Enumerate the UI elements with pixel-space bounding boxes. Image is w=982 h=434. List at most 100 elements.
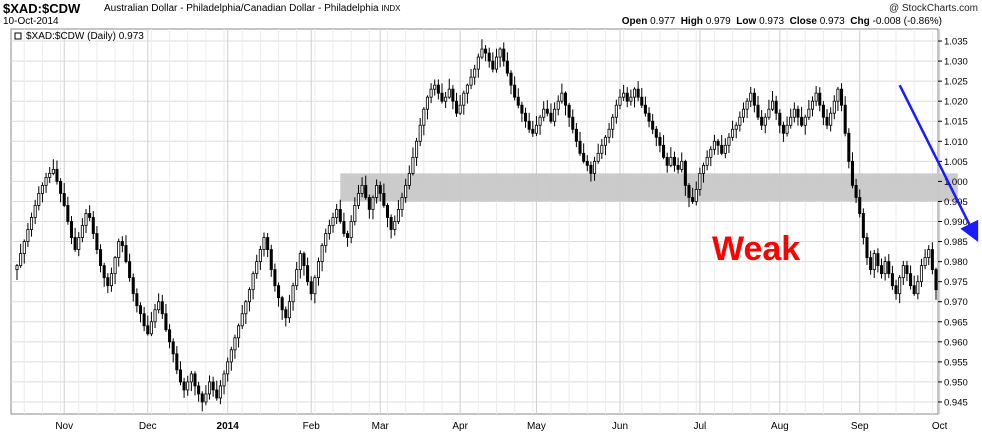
- candle-up: [44, 176, 48, 186]
- candle-down: [367, 197, 371, 210]
- candle-down: [549, 112, 553, 122]
- candle-down: [850, 160, 854, 186]
- candle-up: [258, 249, 262, 263]
- candle-down: [509, 72, 513, 86]
- candle-down: [175, 353, 179, 371]
- candle-up: [240, 313, 244, 327]
- candle-down: [640, 96, 644, 106]
- brand-label: @ StockCharts.com: [888, 3, 978, 14]
- candle-down: [95, 233, 99, 250]
- candle-up: [218, 385, 222, 399]
- candle-down: [578, 140, 582, 154]
- candle-up: [810, 100, 815, 110]
- candle-up: [331, 217, 335, 226]
- candle-up: [469, 76, 473, 86]
- candle-up: [734, 124, 738, 130]
- y-axis: 1.035 1.030 1.025 1.020 1.015 1.010 1.005 1.000…: [938, 37, 968, 408]
- candle-down: [756, 104, 760, 118]
- candle-down: [563, 92, 568, 106]
- candle-up: [80, 225, 84, 238]
- candle-up: [476, 56, 480, 70]
- candle-down: [752, 92, 756, 106]
- candle-down: [142, 313, 146, 327]
- candle-up: [807, 108, 811, 118]
- candle-up: [738, 116, 742, 126]
- candle-up: [538, 116, 542, 126]
- candle-up: [51, 168, 55, 174]
- candle-down: [687, 185, 691, 198]
- candle-down: [484, 48, 488, 54]
- candle-up: [327, 225, 331, 234]
- candles: [15, 39, 938, 412]
- candle-down: [643, 104, 647, 114]
- candle-down: [91, 217, 95, 234]
- candle-up: [785, 124, 789, 134]
- candle-down: [691, 197, 695, 202]
- y-tick-label: 1.035: [944, 37, 968, 48]
- x-axis: Nov Dec 2014 Feb Mar Apr May Jun Jul Aug Sep Oct: [55, 421, 947, 432]
- candle-down: [800, 116, 804, 126]
- chg-value: -0.008 (-0.86%): [872, 16, 942, 27]
- candle-down: [879, 265, 884, 275]
- candle-up: [287, 301, 291, 319]
- candle-down: [211, 381, 215, 391]
- candle-up: [814, 92, 818, 102]
- low-value: 0.973: [759, 16, 785, 27]
- candle-up: [632, 88, 637, 98]
- chg-label: Chg: [850, 16, 870, 27]
- candle-up: [607, 128, 611, 138]
- candle-down: [513, 84, 517, 98]
- x-tick-label: Dec: [139, 421, 157, 432]
- candle-down: [280, 297, 284, 311]
- candle-up: [600, 144, 604, 154]
- candle-down: [160, 301, 164, 315]
- candle-up: [560, 92, 564, 102]
- candle-up: [836, 88, 840, 102]
- candle-up: [803, 116, 807, 126]
- y-tick-label: 1.030: [944, 57, 968, 68]
- candle-up: [247, 289, 252, 303]
- candle-down: [131, 277, 135, 295]
- candle-down: [672, 156, 676, 166]
- candle-down: [273, 269, 277, 287]
- candle-down: [502, 48, 506, 62]
- candle-up: [404, 185, 408, 198]
- x-tick-label: Jul: [693, 421, 706, 432]
- annotation-weak: Weak: [712, 230, 800, 268]
- x-tick-label: Feb: [303, 421, 321, 432]
- x-tick-label: Apr: [452, 421, 468, 432]
- candle-down: [135, 293, 139, 307]
- candle-up: [923, 257, 927, 267]
- candle-up: [30, 217, 34, 230]
- candle-up: [916, 281, 920, 295]
- candle-down: [683, 160, 687, 186]
- candle-up: [614, 104, 618, 118]
- candle-down: [88, 213, 92, 218]
- candle-down: [171, 341, 175, 355]
- candle-up: [33, 205, 37, 218]
- candle-down: [574, 128, 578, 142]
- candle-up: [298, 253, 302, 271]
- candle-down: [894, 285, 898, 295]
- candle-up: [701, 164, 706, 174]
- ohlc-readout: Open 0.977 High 0.979 Low 0.973 Close 0.…: [622, 16, 942, 27]
- candle-up: [349, 221, 353, 238]
- candle-up: [396, 209, 400, 222]
- candle-down: [66, 205, 70, 222]
- candle-down: [128, 261, 132, 279]
- candle-down: [847, 132, 851, 162]
- candle-down: [62, 193, 66, 206]
- candle-down: [124, 245, 128, 263]
- x-tick-label: Oct: [932, 421, 948, 432]
- candle-up: [320, 245, 324, 263]
- candle-up: [556, 100, 560, 110]
- candle-down: [625, 92, 629, 102]
- candle-down: [527, 120, 531, 130]
- candle-down: [930, 249, 934, 271]
- legend-icon: [14, 32, 22, 40]
- candle-up: [709, 148, 713, 158]
- candle-down: [647, 112, 651, 122]
- close-label: Close: [789, 16, 817, 27]
- candle-up: [356, 193, 360, 206]
- candle-down: [676, 164, 680, 170]
